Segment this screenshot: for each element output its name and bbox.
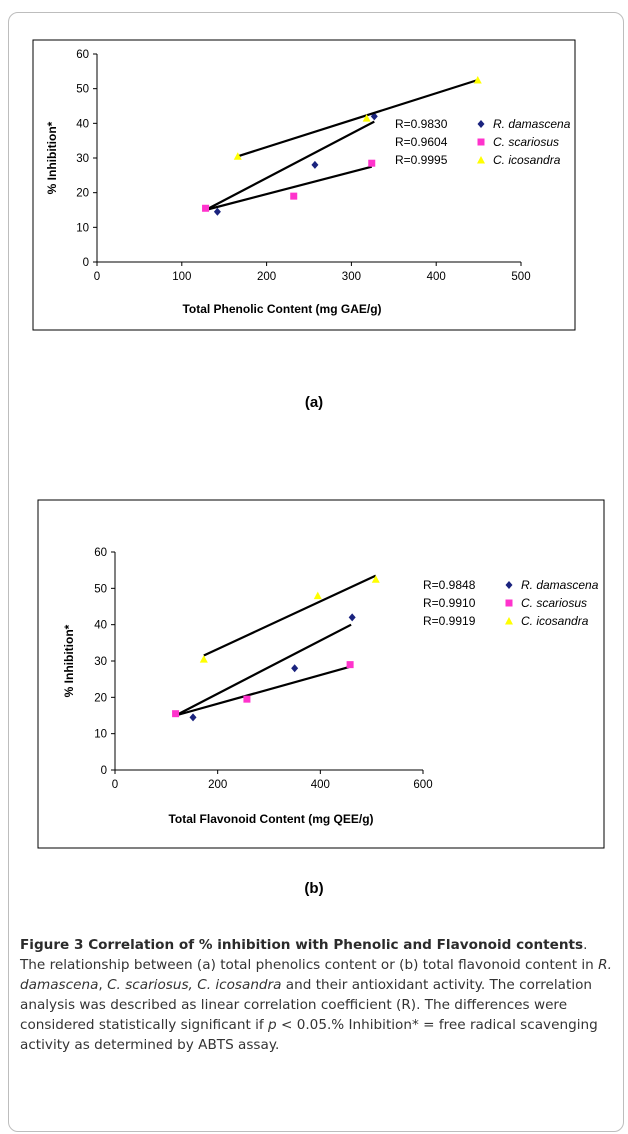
chart-a-data-point-0-0 bbox=[213, 207, 221, 216]
figure-caption: Figure 3 Correlation of % inhibition wit… bbox=[20, 935, 614, 1055]
caption-sep-1: , bbox=[98, 977, 108, 993]
chart-b-y-tick-label: 50 bbox=[94, 583, 107, 595]
chart-a-x-tick-label: 100 bbox=[172, 271, 191, 283]
chart-a-trendline-2 bbox=[237, 78, 479, 158]
caption-text-1: . The relationship between (a) total phe… bbox=[20, 937, 599, 973]
chart-a-x-tick-label: 400 bbox=[427, 271, 446, 283]
chart-b-legend-name-0: R. damascena bbox=[521, 578, 599, 592]
chart-a-trendline-0 bbox=[205, 120, 375, 211]
caption-species-3: C. icosandra bbox=[197, 977, 282, 993]
chart-a-data-point-2-2 bbox=[473, 76, 482, 84]
chart-b-y-tick-label: 0 bbox=[101, 765, 107, 777]
chart-a-y-tick-label: 30 bbox=[76, 153, 89, 165]
caption-text-3: < 0.05.% Inhibition* = free radical scav… bbox=[20, 1017, 598, 1053]
chart-b-data-point-1-2 bbox=[346, 661, 354, 669]
chart-b-legend-marker-0 bbox=[505, 581, 513, 589]
panel-label-a: (a) bbox=[304, 394, 324, 411]
chart-a-legend-name-2: C. icosandra bbox=[493, 153, 561, 167]
chart-a-legend-marker-0 bbox=[477, 120, 485, 128]
chart-a-y-tick-label: 60 bbox=[76, 49, 89, 61]
chart-a-x-axis-label: Total Phenolic Content (mg GAE/g) bbox=[182, 302, 381, 316]
chart-b-data-point-2-0 bbox=[199, 655, 208, 663]
caption-text-2: and their antioxidant activity. The corr… bbox=[20, 977, 593, 1033]
chart-a-y-tick-label: 20 bbox=[76, 188, 89, 200]
chart-b-data-point-0-1 bbox=[291, 664, 299, 673]
chart-b-data-point-1-1 bbox=[243, 695, 251, 703]
chart-b-y-tick-label: 60 bbox=[94, 547, 107, 559]
chart-b-x-tick-label: 600 bbox=[413, 779, 432, 791]
chart-a-data-point-2-0 bbox=[233, 152, 242, 160]
chart-a-x-tick-label: 0 bbox=[94, 271, 100, 283]
chart-b-trendline-1 bbox=[175, 665, 352, 717]
chart-b-data-point-2-2 bbox=[371, 575, 380, 583]
panel-label-b: (b) bbox=[304, 880, 324, 897]
chart-a-data-point-0-1 bbox=[311, 160, 319, 169]
chart-b-x-tick-label: 200 bbox=[208, 779, 227, 791]
caption-p-variable: p bbox=[268, 1017, 277, 1033]
chart-a-trendline-1 bbox=[205, 165, 373, 212]
chart-b-trendline-0 bbox=[175, 623, 352, 717]
chart-a-y-tick-label: 50 bbox=[76, 84, 89, 96]
chart-b-legend-marker-1 bbox=[505, 599, 513, 607]
chart-a-legend-name-1: C. scariosus bbox=[493, 135, 559, 149]
chart-b-legend-r-value-0: R=0.9848 bbox=[423, 578, 476, 592]
chart-b-legend-marker-2 bbox=[505, 617, 513, 625]
chart-b-y-tick-label: 40 bbox=[94, 620, 107, 632]
chart-b-trendline-2 bbox=[203, 574, 377, 657]
chart-a-data-point-1-2 bbox=[368, 159, 376, 167]
chart-b-data-point-2-1 bbox=[313, 591, 322, 600]
chart-a-x-tick-label: 200 bbox=[257, 271, 276, 283]
chart-b-y-tick-label: 30 bbox=[94, 656, 107, 668]
chart-b-legend-r-value-1: R=0.9910 bbox=[423, 596, 476, 610]
caption-title: Figure 3 Correlation of % inhibition wit… bbox=[20, 937, 584, 953]
chart-b-data-point-1-0 bbox=[172, 710, 180, 718]
chart-b-legend-name-1: C. scariosus bbox=[521, 596, 587, 610]
chart-a-legend-name-0: R. damascena bbox=[493, 117, 571, 131]
figure-frame bbox=[8, 12, 624, 1132]
chart-b-y-axis-label: % Inhibition* bbox=[62, 624, 76, 697]
chart-a-data-point-1-1 bbox=[290, 192, 298, 200]
chart-a-x-tick-label: 500 bbox=[511, 271, 530, 283]
chart-b-data-point-0-0 bbox=[189, 713, 197, 722]
chart-a-legend-marker-1 bbox=[477, 138, 485, 146]
chart-a-y-axis-label: % Inhibition* bbox=[45, 121, 59, 194]
chart-a-y-tick-label: 0 bbox=[83, 257, 89, 269]
chart-a-data-point-1-0 bbox=[202, 204, 210, 212]
chart-b-legend-r-value-2: R=0.9919 bbox=[423, 614, 476, 628]
chart-a-legend-r-value-1: R=0.9604 bbox=[395, 135, 448, 149]
chart-b-y-tick-label: 20 bbox=[94, 692, 107, 704]
chart-a-y-tick-label: 10 bbox=[76, 222, 89, 234]
chart-a-y-tick-label: 40 bbox=[76, 118, 89, 130]
chart-a-x-tick-label: 300 bbox=[342, 271, 361, 283]
chart-total-phenolic: 0 10 20 30 40 50 60 0 100 200 300 400 500 Total Pheno… bbox=[32, 39, 576, 331]
chart-a-legend-r-value-2: R=0.9995 bbox=[395, 153, 448, 167]
chart-b-legend-name-2: C. icosandra bbox=[521, 614, 589, 628]
chart-a-legend-marker-2 bbox=[477, 156, 485, 164]
chart-b-x-axis-label: Total Flavonoid Content (mg QEE/g) bbox=[168, 812, 373, 826]
caption-species-2: C. scariosus, bbox=[107, 977, 193, 993]
chart-a-legend-r-value-0: R=0.9830 bbox=[395, 117, 448, 131]
chart-b-y-tick-label: 10 bbox=[94, 729, 107, 741]
chart-b-data-point-0-2 bbox=[348, 613, 356, 622]
caption-species-1: R. damascena bbox=[20, 957, 612, 993]
chart-b-x-tick-label: 400 bbox=[311, 779, 330, 791]
chart-a-chart-border bbox=[32, 39, 576, 331]
chart-a-data-point-2-1 bbox=[362, 114, 371, 122]
chart-b-x-tick-label: 0 bbox=[112, 779, 118, 791]
